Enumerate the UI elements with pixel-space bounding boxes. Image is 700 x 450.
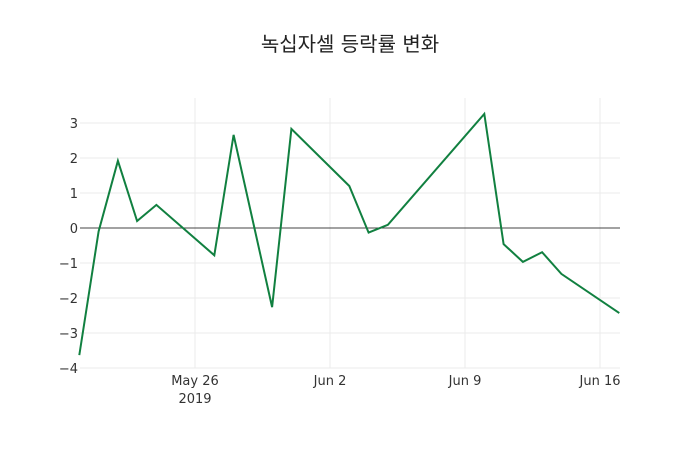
y-tick-label: 2	[70, 152, 78, 167]
y-tick-label: 3	[70, 117, 78, 132]
y-tick-label: −3	[59, 327, 78, 342]
x-tick-label: Jun 2	[313, 374, 347, 389]
x-tick-label: Jun 9	[448, 374, 482, 389]
y-tick-label: 1	[70, 187, 78, 202]
x-tick-year-label: 2019	[178, 392, 211, 407]
y-tick-label: −4	[59, 362, 78, 377]
x-axis-ticks: May 26 2019 Jun 2 Jun 9 Jun 16	[171, 374, 620, 407]
y-tick-label: −1	[59, 257, 78, 272]
y-tick-label: 0	[70, 222, 78, 237]
x-tick-label: May 26	[171, 374, 219, 389]
gridlines	[80, 98, 620, 369]
series-line	[78, 111, 620, 356]
x-tick-label: Jun 16	[579, 374, 621, 389]
chart-title: 녹십자셀 등락률 변화	[260, 32, 440, 56]
y-tick-label: −2	[59, 292, 78, 307]
y-axis-ticks: 3 2 1 0 −1 −2 −3 −4	[59, 117, 78, 377]
